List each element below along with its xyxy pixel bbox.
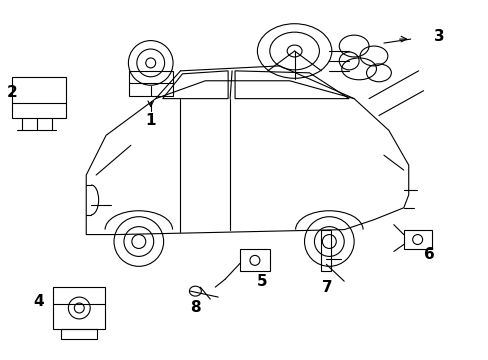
Text: 5: 5 — [256, 274, 266, 289]
Text: 8: 8 — [190, 300, 200, 315]
Text: 1: 1 — [145, 113, 156, 128]
Text: 3: 3 — [433, 28, 443, 44]
Text: 7: 7 — [322, 280, 332, 295]
Text: 2: 2 — [7, 85, 18, 100]
Text: 4: 4 — [33, 293, 43, 309]
Text: 6: 6 — [423, 247, 433, 262]
